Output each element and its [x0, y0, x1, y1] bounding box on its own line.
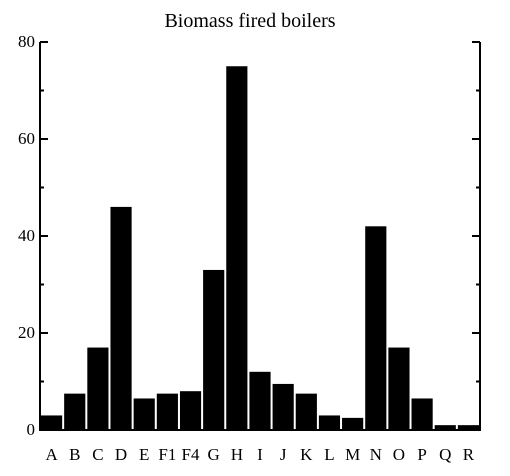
bar-F4: [179, 391, 202, 430]
bar-R: [457, 425, 479, 430]
x-tick-label-F1: F1: [158, 445, 176, 464]
y-tick-label-0: 0: [27, 420, 36, 439]
chart-title: Biomass fired boilers: [164, 10, 335, 32]
bar-N: [365, 226, 387, 430]
x-tick-label-G: G: [208, 445, 220, 464]
bar-J: [272, 383, 294, 430]
x-tick-label-R: R: [463, 445, 475, 464]
y-tick-label-40: 40: [18, 226, 35, 245]
bar-D: [110, 206, 132, 430]
x-tick-label-P: P: [417, 445, 426, 464]
bar-Q: [434, 425, 456, 430]
x-tick-label-B: B: [69, 445, 80, 464]
x-tick-label-L: L: [324, 445, 334, 464]
bar-H: [226, 66, 248, 430]
x-tick-label-C: C: [92, 445, 103, 464]
x-tick-label-N: N: [370, 445, 382, 464]
x-tick-label-I: I: [257, 445, 263, 464]
x-tick-label-K: K: [300, 445, 313, 464]
bar-L: [318, 415, 341, 430]
bar-B: [64, 393, 86, 431]
bar-A: [41, 415, 63, 430]
x-tick-label-O: O: [393, 445, 405, 464]
y-tick-label-20: 20: [18, 323, 35, 342]
x-tick-label-M: M: [345, 445, 360, 464]
bar-K: [295, 393, 317, 431]
y-tick-label-80: 80: [18, 32, 35, 51]
x-tick-label-F4: F4: [182, 445, 200, 464]
plot-area: 0 20 40 60 80 A B C D E F1 F4 G H I J K L M N O P Q R: [18, 32, 481, 464]
bar-G: [203, 269, 225, 430]
x-tick-label-E: E: [139, 445, 149, 464]
x-tick-label-A: A: [45, 445, 58, 464]
bar-P: [411, 398, 433, 430]
bar-E: [133, 398, 155, 430]
x-tick-label-Q: Q: [439, 445, 451, 464]
bar-F1: [156, 393, 178, 431]
bar-C: [87, 347, 109, 430]
bar-I: [249, 371, 271, 430]
x-tick-label-J: J: [280, 445, 287, 464]
x-tick-label-H: H: [231, 445, 243, 464]
x-tick-label-D: D: [115, 445, 127, 464]
bar-O: [388, 347, 410, 430]
y-tick-label-60: 60: [18, 129, 35, 148]
bar-M: [342, 417, 364, 431]
